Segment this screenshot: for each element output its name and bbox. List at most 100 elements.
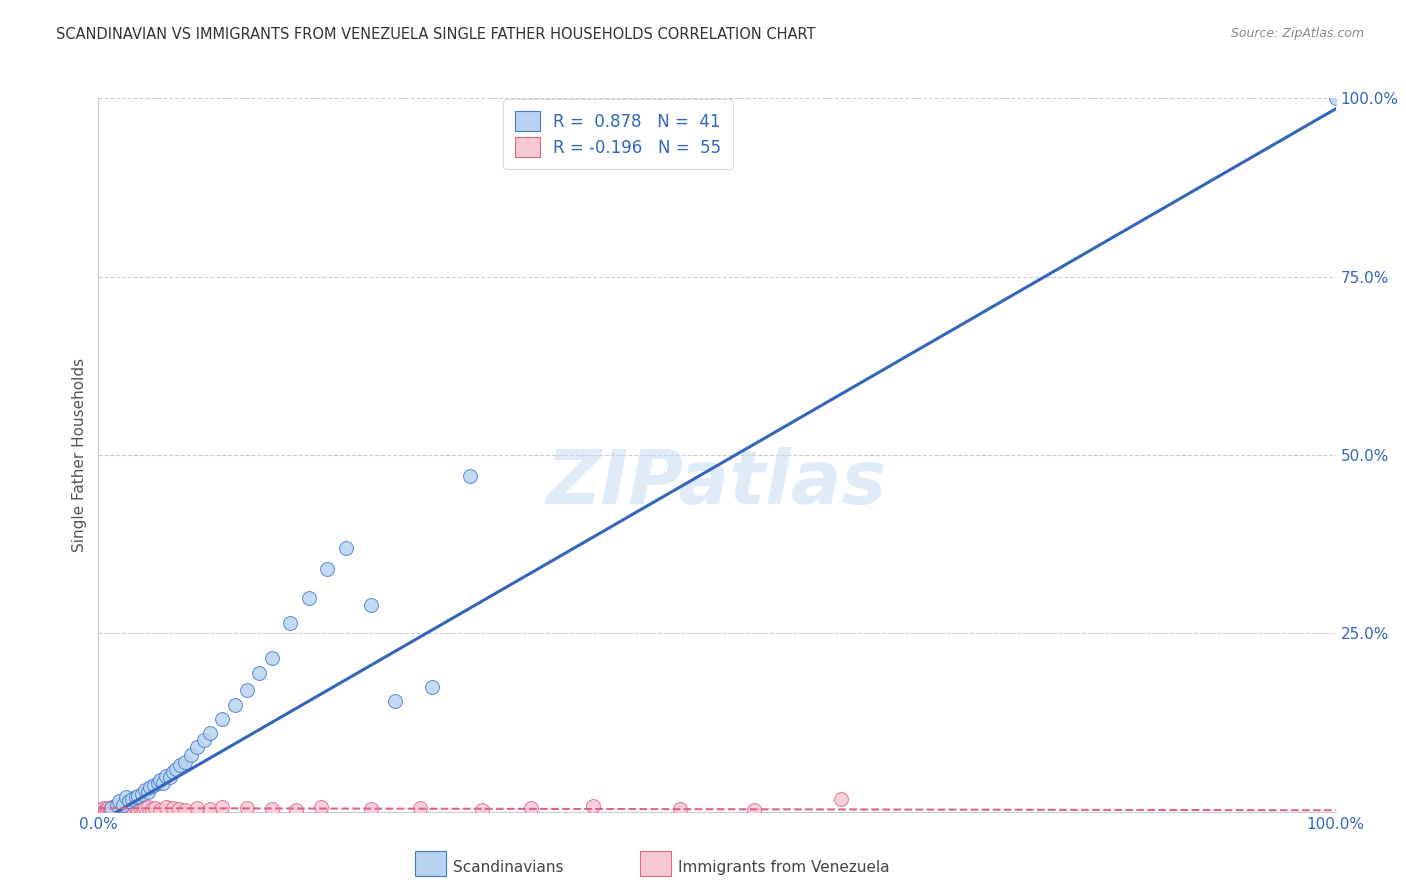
Text: ZIPatlas: ZIPatlas	[547, 447, 887, 520]
Point	[127, 803, 149, 817]
Text: SCANDINAVIAN VS IMMIGRANTS FROM VENEZUELA SINGLE FATHER HOUSEHOLDS CORRELATION C: SCANDINAVIAN VS IMMIGRANTS FROM VENEZUEL…	[56, 27, 815, 42]
Point	[152, 776, 174, 790]
Point	[136, 800, 159, 814]
Point	[162, 801, 184, 815]
Point	[104, 803, 127, 817]
Legend: R =  0.878   N =  41, R = -0.196   N =  55: R = 0.878 N = 41, R = -0.196 N = 55	[503, 99, 733, 169]
Point	[134, 801, 156, 815]
Point	[108, 801, 131, 815]
Point	[260, 651, 283, 665]
Point	[186, 801, 208, 815]
Point	[236, 683, 259, 698]
Point	[211, 712, 233, 726]
Point	[155, 799, 177, 814]
Point	[93, 801, 115, 815]
Point	[669, 802, 692, 816]
Point	[198, 802, 221, 816]
Point	[211, 799, 233, 814]
Point	[121, 800, 143, 814]
Point	[422, 680, 444, 694]
Point	[316, 562, 339, 576]
Point	[132, 802, 155, 816]
Point	[360, 598, 382, 612]
Point	[105, 800, 128, 814]
Point	[149, 772, 172, 787]
Point	[139, 780, 162, 794]
Point	[118, 801, 141, 815]
Point	[180, 747, 202, 762]
Point	[278, 615, 301, 630]
Text: Immigrants from Venezuela: Immigrants from Venezuela	[678, 860, 890, 874]
Point	[384, 694, 406, 708]
Point	[146, 776, 169, 790]
Point	[198, 726, 221, 740]
Point	[94, 802, 117, 816]
Point	[236, 801, 259, 815]
Point	[582, 799, 605, 814]
Point	[167, 802, 190, 816]
Point	[120, 803, 142, 817]
Point	[162, 765, 184, 780]
Point	[247, 665, 270, 680]
Point	[458, 469, 481, 483]
Point	[122, 802, 145, 816]
Point	[100, 801, 122, 815]
Point	[471, 803, 494, 817]
Point	[118, 794, 141, 808]
Point	[409, 801, 432, 815]
Point	[117, 802, 139, 816]
Point	[136, 785, 159, 799]
Point	[112, 802, 135, 816]
Point	[110, 803, 132, 817]
Point	[112, 801, 135, 815]
Point	[360, 802, 382, 816]
Point	[121, 792, 143, 806]
Y-axis label: Single Father Households: Single Father Households	[72, 358, 87, 552]
Point	[96, 803, 118, 817]
Point	[830, 792, 852, 806]
Point	[124, 790, 146, 805]
Point	[224, 698, 246, 712]
Point	[108, 794, 131, 808]
Text: Scandinavians: Scandinavians	[453, 860, 564, 874]
Point	[174, 803, 197, 817]
Point	[105, 797, 128, 812]
Point	[107, 802, 129, 816]
Point	[1324, 91, 1347, 105]
Point	[101, 800, 124, 814]
Point	[124, 801, 146, 815]
Point	[169, 758, 191, 772]
Point	[111, 799, 134, 814]
Point	[165, 762, 187, 776]
Point	[742, 803, 765, 817]
Point	[174, 755, 197, 769]
Point	[114, 803, 136, 817]
Point	[155, 769, 177, 783]
Point	[335, 541, 357, 555]
Point	[129, 800, 152, 814]
Point	[520, 801, 543, 815]
Point	[260, 802, 283, 816]
Point	[127, 789, 149, 803]
Point	[90, 803, 112, 817]
Point	[98, 803, 121, 817]
Point	[149, 803, 172, 817]
Point	[141, 802, 163, 816]
Point	[115, 800, 138, 814]
Point	[143, 778, 166, 792]
Point	[100, 802, 122, 816]
Point	[193, 733, 215, 747]
Point	[134, 783, 156, 797]
Point	[97, 801, 120, 815]
Point	[143, 801, 166, 815]
Point	[103, 801, 125, 815]
Point	[103, 802, 125, 816]
Point	[298, 591, 321, 605]
Text: Source: ZipAtlas.com: Source: ZipAtlas.com	[1230, 27, 1364, 40]
Point	[91, 803, 114, 817]
Point	[159, 771, 181, 785]
Point	[114, 790, 136, 805]
Point	[131, 787, 153, 801]
Point	[285, 803, 308, 817]
Point	[112, 797, 135, 812]
